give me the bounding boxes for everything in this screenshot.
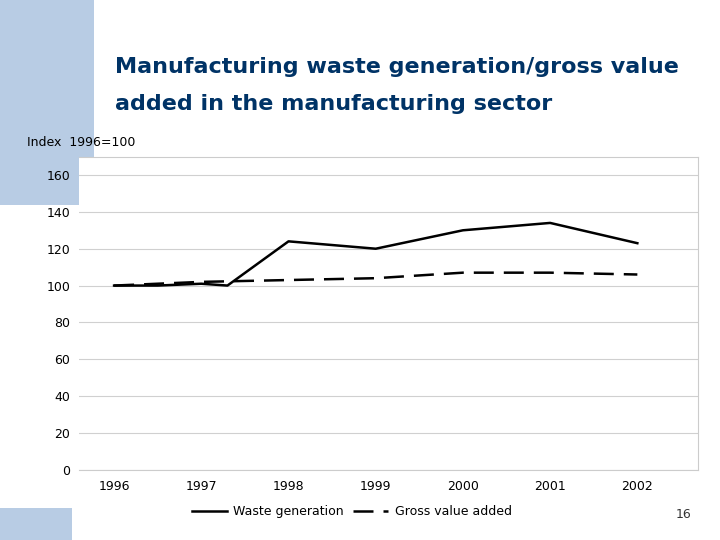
Text: Index  1996=100: Index 1996=100 xyxy=(27,136,135,149)
Legend: Waste generation, Gross value added: Waste generation, Gross value added xyxy=(186,500,517,523)
Text: Manufacturing waste generation/gross value: Manufacturing waste generation/gross val… xyxy=(115,57,679,77)
Text: added in the manufacturing sector: added in the manufacturing sector xyxy=(115,94,552,114)
Text: 16: 16 xyxy=(675,508,691,521)
